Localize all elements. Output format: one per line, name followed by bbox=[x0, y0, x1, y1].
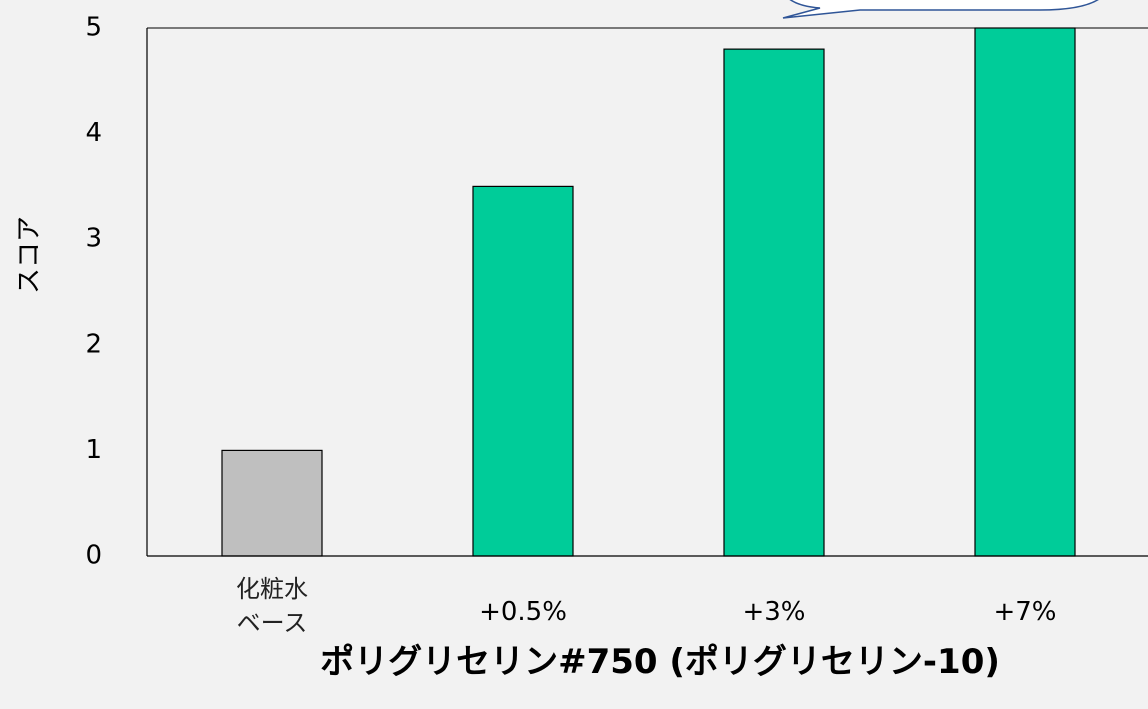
x-tick-label: 化粧水 ベース bbox=[236, 575, 308, 637]
x-axis-label: ポリグリセリン#750 (ポリグリセリン-10) bbox=[320, 642, 1000, 682]
x-tick-label: +3% bbox=[742, 597, 806, 627]
callout bbox=[782, 0, 1099, 19]
x-tick-label: +0.5% bbox=[479, 597, 567, 627]
y-tick-label: 3 bbox=[85, 224, 102, 254]
bar bbox=[221, 449, 323, 557]
y-axis-label: スコア bbox=[15, 216, 45, 294]
y-tick-label: 4 bbox=[85, 118, 102, 148]
y-tick-label: 2 bbox=[85, 329, 102, 359]
bar bbox=[472, 185, 574, 557]
bar bbox=[974, 27, 1076, 557]
y-tick-label: 1 bbox=[85, 435, 102, 465]
bar bbox=[723, 48, 825, 557]
x-tick-label: +7% bbox=[993, 597, 1057, 627]
y-tick-label: 5 bbox=[85, 13, 102, 43]
y-tick-label: 0 bbox=[85, 541, 102, 571]
